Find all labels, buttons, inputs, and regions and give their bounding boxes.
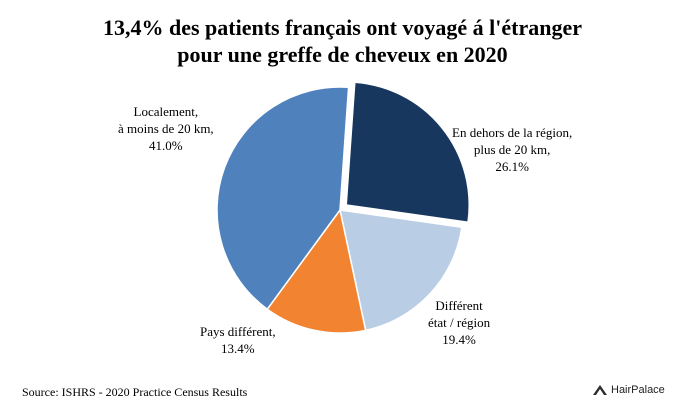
- slice-label-pays-different-line-1: Pays différent,: [200, 324, 276, 339]
- brand-logo: HairPalace: [592, 384, 665, 396]
- slice-label-different-etat-line-2: état / région: [428, 315, 491, 330]
- slice-label-hors-region-value: 26.1%: [495, 159, 529, 174]
- pie-slice-hors-region: [345, 81, 470, 224]
- pie-slice-localement: [216, 86, 350, 311]
- brand-name: HairPalace: [611, 384, 665, 396]
- slice-label-localement-value: 41.0%: [149, 138, 183, 153]
- slice-label-hors-region-line-2: plus de 20 km,: [473, 142, 551, 157]
- slice-label-pays-different: Pays différent, 13.4%: [200, 323, 276, 357]
- pie-slice-different-etat: [339, 209, 463, 332]
- slice-label-different-etat-value: 19.4%: [442, 332, 476, 347]
- pie-slice-pays-different: [266, 208, 367, 334]
- slice-label-pays-different-value: 13.4%: [220, 341, 255, 356]
- slice-label-localement-line-2: à moins de 20 km,: [118, 121, 214, 136]
- slice-label-different-etat: Différent état / région 19.4%: [428, 297, 490, 348]
- source-note: Source: ISHRS - 2020 Practice Census Res…: [22, 385, 248, 399]
- chart-title: 13,4% des patients français ont voyagé á…: [0, 14, 685, 68]
- slice-label-different-etat-line-1: Différent: [435, 298, 483, 313]
- chart-title-line-2: pour une greffe de cheveux en 2020: [177, 42, 508, 67]
- chart-title-line-1: 13,4% des patients français ont voyagé á…: [102, 15, 583, 40]
- slice-label-hors-region: En dehors de la région, plus de 20 km, 2…: [452, 124, 572, 175]
- slice-label-localement-line-1: Localement,: [133, 104, 199, 119]
- slice-label-hors-region-line-1: En dehors de la région,: [452, 125, 573, 140]
- hairpalace-logo-icon: [593, 385, 607, 395]
- slice-label-localement: Localement, à moins de 20 km, 41.0%: [118, 103, 214, 154]
